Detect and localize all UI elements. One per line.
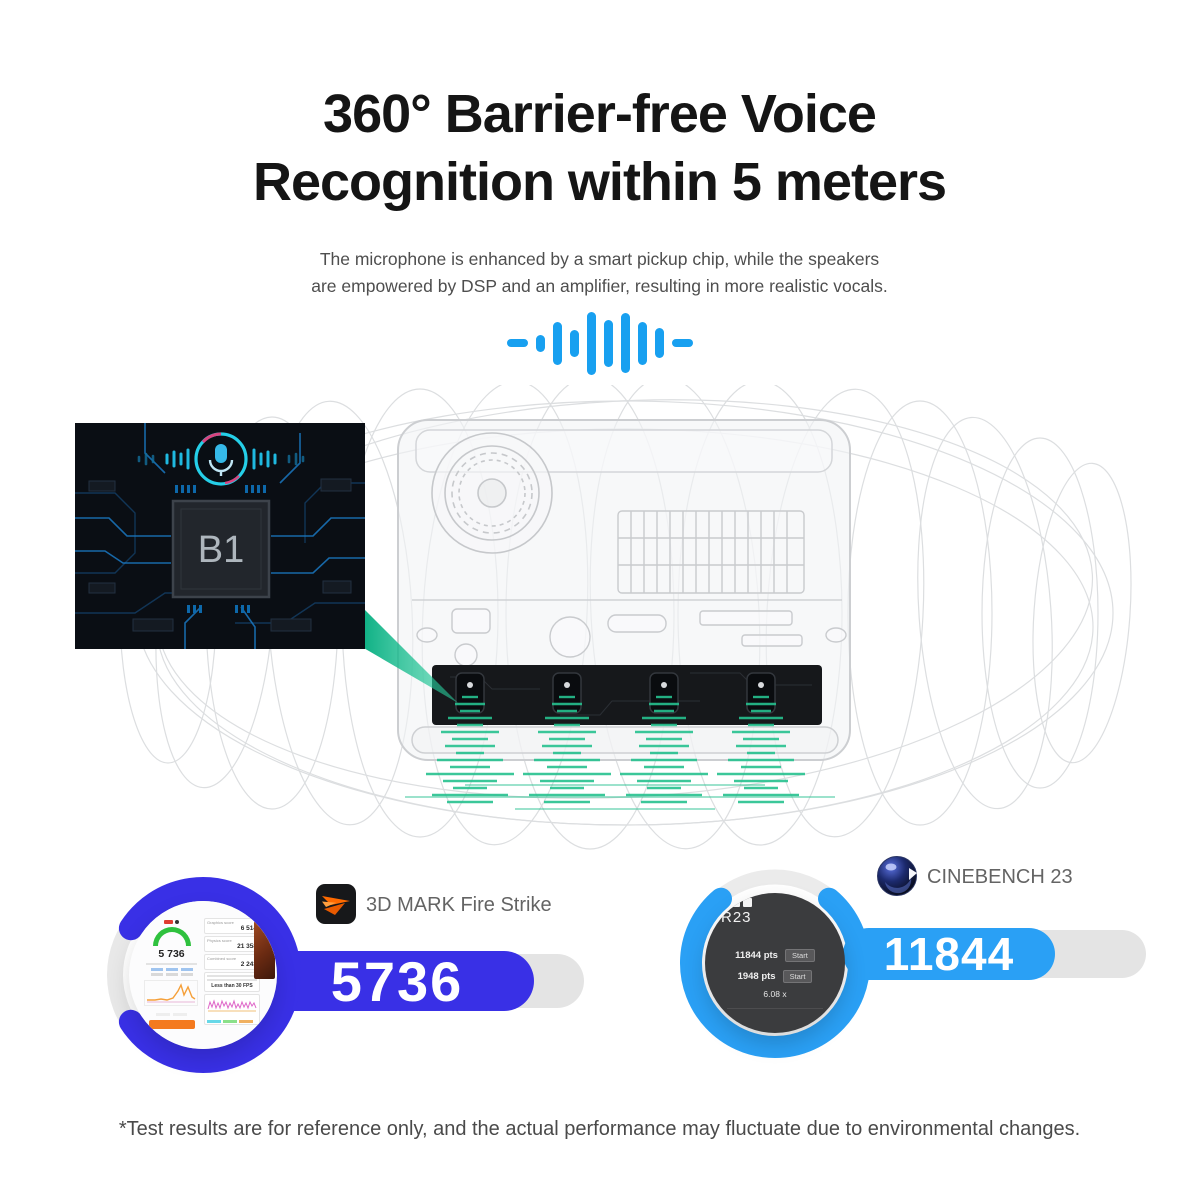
subtitle: The microphone is enhanced by a smart pi… — [0, 246, 1199, 300]
combined-score-box: Combined score 2 243 — [204, 954, 260, 970]
cinebench-version: R23 — [721, 909, 752, 926]
gauge-score: 5 736 — [158, 948, 185, 960]
start-button: Start — [782, 970, 813, 983]
firestrike-result-screenshot: 5 736 Graphics score 6 514 Physics score — [129, 901, 277, 1049]
title-line-2: Recognition within 5 meters — [252, 152, 947, 213]
voice-wave-icon — [0, 308, 1199, 378]
3dmark-app-logo — [144, 920, 199, 924]
transparent-device — [397, 419, 851, 761]
disclaimer-footnote: *Test results are for reference only, an… — [118, 1118, 1081, 1140]
physics-score-box: Physics score 21 358 — [204, 936, 260, 952]
firestrike-progress-ring — [107, 877, 302, 1073]
3dmark-logo-icon — [316, 884, 356, 924]
cinebench-logo-icon — [876, 855, 918, 897]
cinebench-singlecore-row: 1948 pts Start — [705, 966, 845, 987]
score-gauge — [152, 927, 191, 946]
graphics-score-box: Graphics score 6 514 — [204, 918, 260, 934]
b1-chip: B1 — [171, 499, 271, 599]
start-button: Start — [784, 949, 815, 962]
page-title: 360° Barrier-free Voice Recognition with… — [0, 80, 1199, 216]
benchmark-scene-thumbnail — [254, 921, 275, 979]
cinebench-cropped-logo — [727, 898, 752, 907]
mic-equalizer-bars — [165, 448, 277, 470]
product-hero-image — [119, 385, 1132, 850]
monitoring-box — [204, 994, 260, 1025]
callout-beam — [362, 607, 458, 703]
firestrike-score: 5736 — [330, 949, 464, 1013]
fps-chart — [144, 980, 198, 1006]
cinebench-result-screenshot: R23 11844 pts Start 1948 pts Start 6.08 … — [705, 893, 845, 1033]
subtitle-line-1: The microphone is enhanced by a smart pi… — [319, 248, 880, 269]
ports — [416, 608, 847, 667]
cinebench-label: CINEBENCH 23 — [927, 866, 1073, 888]
monitoring-chart — [207, 999, 257, 1012]
firestrike-label: 3D MARK Fire Strike — [366, 894, 552, 916]
speaker-bar — [432, 665, 822, 725]
cinebench-progress-ring — [680, 869, 870, 1059]
firestrike-score-pill: 5736 — [260, 949, 534, 1013]
orange-button — [148, 1020, 195, 1029]
device-base — [411, 726, 839, 754]
estimated-performance-box: Less than 30 FPS — [204, 972, 260, 992]
title-line-1: 360° Barrier-free Voice — [323, 84, 877, 145]
cinebench-score-pill: 11844 — [843, 928, 1055, 980]
chip-label: B1 — [198, 529, 244, 571]
cinebench-score: 11844 — [883, 928, 1015, 980]
cooling-fan — [431, 432, 553, 554]
b1-chip-inset-image: B1 — [75, 423, 365, 649]
floor-sound-lines — [405, 784, 835, 810]
heatsink — [617, 510, 805, 594]
mp-ratio: 6.08 x — [763, 989, 787, 999]
microphone-icon — [194, 432, 248, 486]
cinebench-multicore-row: 11844 pts Start — [705, 945, 845, 966]
subtitle-line-2: are empowered by DSP and an amplifier, r… — [311, 275, 888, 296]
